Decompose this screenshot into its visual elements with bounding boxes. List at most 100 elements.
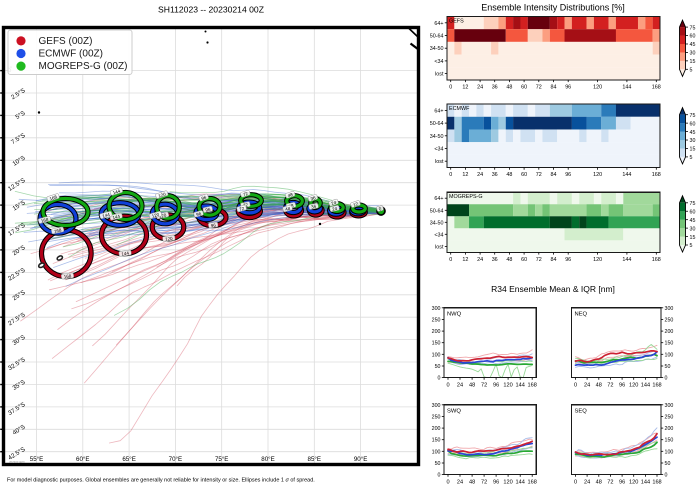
svg-text:120: 120 [165,236,174,242]
svg-text:96: 96 [205,207,211,213]
svg-text:144: 144 [622,172,631,178]
svg-text:24: 24 [584,383,590,389]
svg-text:72: 72 [607,480,613,486]
svg-text:0: 0 [446,480,449,486]
svg-text:24: 24 [477,172,483,178]
svg-text:30: 30 [690,138,696,144]
svg-text:36: 36 [310,195,317,201]
svg-text:NEQ: NEQ [575,311,588,317]
svg-text:100: 100 [665,449,674,455]
svg-text:144: 144 [641,480,650,486]
svg-text:96: 96 [196,211,203,217]
svg-text:168: 168 [652,84,661,90]
svg-text:200: 200 [432,329,441,335]
svg-text:0: 0 [438,376,441,382]
svg-text:12: 12 [462,84,468,90]
svg-text:0: 0 [574,383,577,389]
svg-text:15: 15 [690,235,696,241]
svg-text:60: 60 [690,34,696,40]
svg-text:200: 200 [432,426,441,432]
svg-text:144: 144 [622,84,631,90]
svg-text:5: 5 [690,243,693,249]
svg-text:72: 72 [242,191,249,197]
svg-text:5: 5 [690,155,693,161]
svg-text:5: 5 [690,68,693,74]
svg-text:250: 250 [665,414,674,420]
svg-text:300: 300 [432,403,441,409]
svg-text:72: 72 [536,257,542,263]
svg-text:0: 0 [378,206,382,212]
svg-text:120: 120 [593,172,602,178]
svg-text:0: 0 [665,473,668,479]
svg-text:<34: <34 [434,147,443,153]
svg-text:30: 30 [690,51,696,57]
svg-text:48: 48 [596,383,602,389]
svg-text:15: 15 [690,59,696,65]
svg-text:150: 150 [432,438,441,444]
svg-text:12: 12 [352,201,359,207]
svg-text:168: 168 [63,273,72,279]
svg-text:45: 45 [690,130,696,136]
svg-text:MOGREPS-G (00Z): MOGREPS-G (00Z) [39,61,128,72]
svg-text:144: 144 [102,212,111,219]
svg-text:60: 60 [690,121,696,127]
svg-text:72: 72 [536,84,542,90]
svg-text:36: 36 [492,84,498,90]
svg-text:144: 144 [622,257,631,263]
svg-text:lost: lost [435,244,444,250]
svg-text:120: 120 [593,84,602,90]
svg-text:50: 50 [435,461,441,467]
svg-text:70°E: 70°E [169,456,182,463]
svg-text:5°S: 5°S [14,110,26,121]
svg-text:GEFS (00Z): GEFS (00Z) [39,36,93,47]
svg-text:96: 96 [201,195,208,201]
svg-text:<34: <34 [434,232,443,238]
svg-text:48: 48 [506,257,512,263]
svg-text:0: 0 [449,172,452,178]
svg-text:250: 250 [432,414,441,420]
svg-text:24: 24 [477,84,483,90]
svg-text:72: 72 [239,206,246,212]
svg-text:60: 60 [521,257,527,263]
svg-text:48: 48 [287,192,294,198]
svg-text:144: 144 [112,188,121,195]
svg-text:168: 168 [652,383,661,389]
svg-text:45: 45 [690,218,696,224]
svg-text:15: 15 [690,147,696,153]
svg-text:64+: 64+ [434,108,443,114]
svg-text:96: 96 [493,480,499,486]
svg-text:90°E: 90°E [354,456,367,463]
svg-text:SEQ: SEQ [575,408,588,414]
svg-text:50-64: 50-64 [430,34,444,40]
svg-text:84: 84 [551,84,557,90]
svg-text:50: 50 [665,461,671,467]
svg-text:0: 0 [446,383,449,389]
svg-text:48: 48 [285,206,292,212]
svg-text:55°E: 55°E [30,456,43,463]
svg-text:48: 48 [596,480,602,486]
svg-text:60°E: 60°E [76,456,89,463]
svg-text:96: 96 [210,223,216,229]
svg-text:75: 75 [690,201,696,207]
svg-text:60: 60 [690,209,696,215]
svg-text:120: 120 [503,480,512,486]
svg-text:96: 96 [565,172,571,178]
svg-text:144: 144 [516,383,525,389]
svg-text:0: 0 [449,84,452,90]
svg-text:64+: 64+ [434,21,443,27]
svg-text:50-64: 50-64 [430,121,444,127]
svg-text:120: 120 [629,383,638,389]
svg-text:45: 45 [690,42,696,48]
svg-text:ECMWF (00Z): ECMWF (00Z) [39,49,103,60]
svg-text:36: 36 [492,257,498,263]
svg-text:96: 96 [565,257,571,263]
svg-text:144: 144 [121,251,130,257]
svg-text:SH112023 -- 20230214 00Z: SH112023 -- 20230214 00Z [158,5,264,15]
svg-text:ECMWF: ECMWF [449,106,470,112]
svg-text:24: 24 [477,257,483,263]
svg-text:96: 96 [619,383,625,389]
svg-text:120: 120 [503,383,512,389]
svg-text:36: 36 [311,204,317,210]
svg-text:84: 84 [551,257,557,263]
svg-text:200: 200 [665,426,674,432]
